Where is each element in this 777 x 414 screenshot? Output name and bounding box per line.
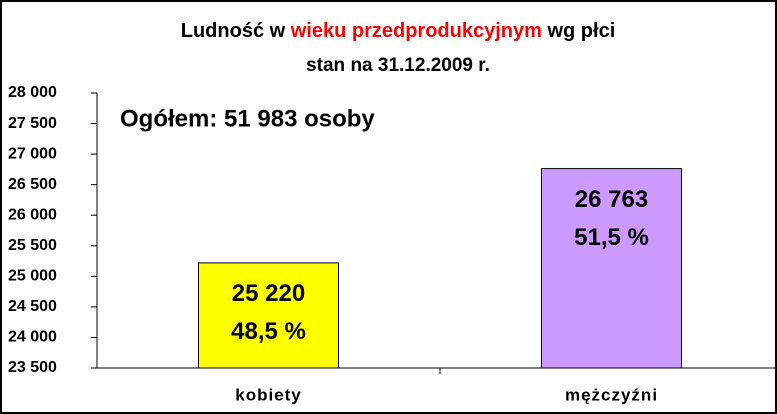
y-tick-label: 24 000	[8, 329, 57, 346]
y-tick-label: 27 000	[8, 145, 57, 162]
y-tick-label: 23 500	[8, 359, 57, 376]
chart-subtitle: stan na 31.12.2009 r.	[306, 55, 490, 76]
title-part: wieku przedprodukcyjnym	[290, 20, 542, 42]
data-label: 26 763	[575, 186, 648, 213]
y-tick-label: 26 000	[8, 206, 57, 223]
bar	[541, 168, 682, 369]
y-tick-label: 24 500	[8, 298, 57, 315]
share-label: 48,5 %	[231, 318, 306, 345]
title-part: wg płci	[542, 20, 615, 42]
bar	[198, 262, 339, 369]
title-part: Ludność w	[181, 20, 291, 42]
y-tick-label: 28 000	[8, 84, 57, 101]
share-label: 51,5 %	[574, 224, 649, 251]
y-tick-label: 25 000	[8, 268, 57, 285]
x-tick-label: mężczyźni	[565, 385, 658, 404]
y-tick-label: 26 500	[8, 176, 57, 193]
y-tick-label: 25 500	[8, 237, 57, 254]
x-tick-label: kobiety	[235, 385, 302, 404]
y-tick-label: 27 500	[8, 115, 57, 132]
annotation: Ogółem: 51 983 osoby	[120, 105, 375, 132]
chart-title: Ludność w wieku przedprodukcyjnym wg płc…	[181, 20, 616, 42]
data-label: 25 220	[232, 280, 305, 307]
